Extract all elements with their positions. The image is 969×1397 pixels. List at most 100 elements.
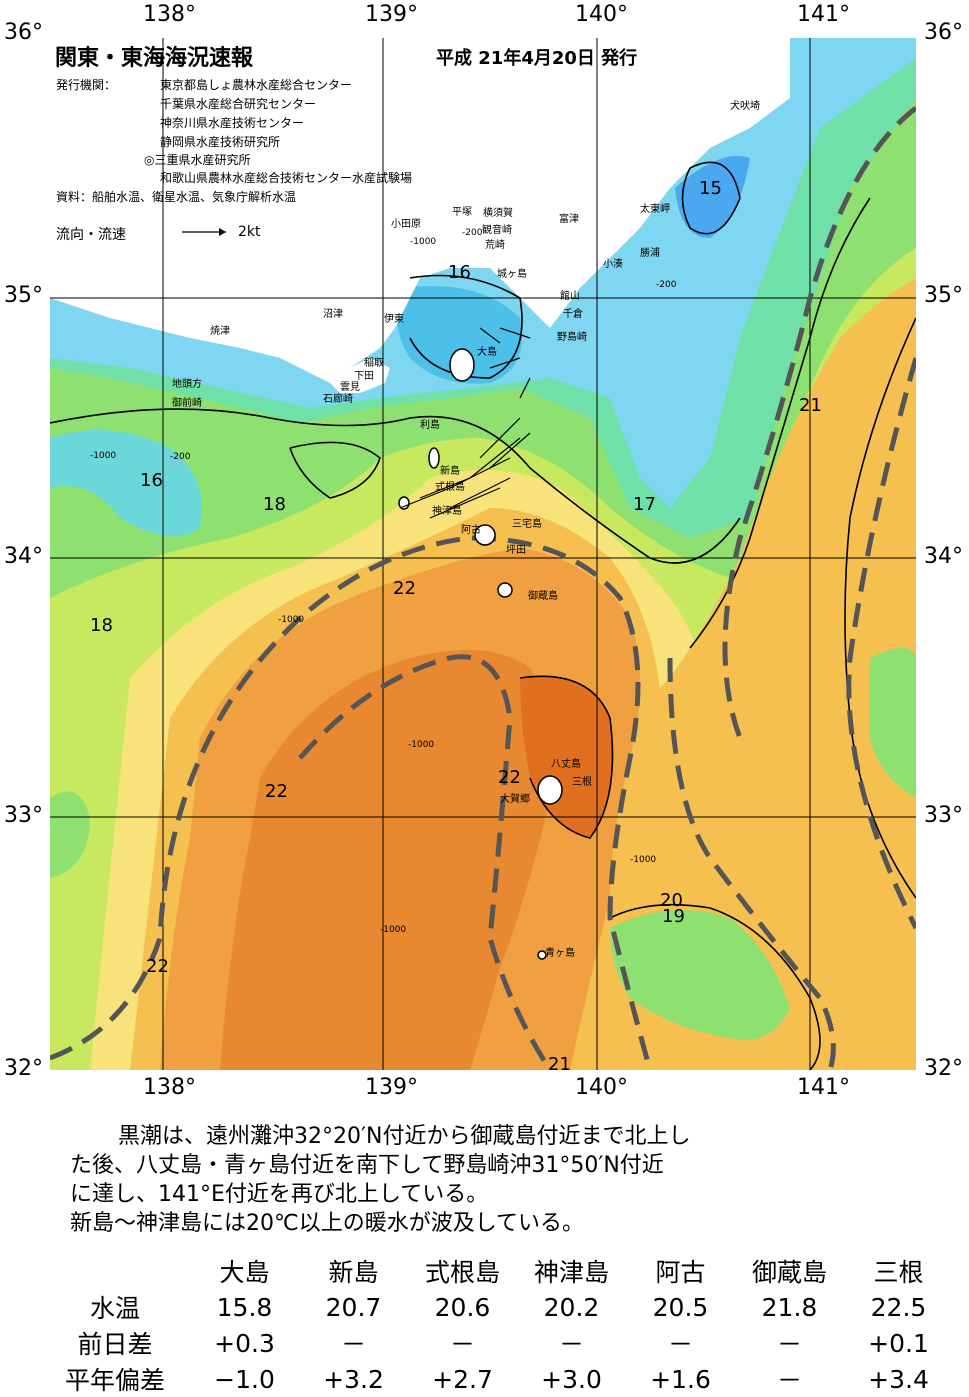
place-okago: 大賀郷 — [500, 794, 530, 805]
place-chikura: 千倉 — [563, 309, 583, 320]
place-taitomisaki: 太東岬 — [640, 204, 670, 215]
lon-label-141: 141° — [797, 2, 850, 27]
place-arasaki: 荒崎 — [485, 240, 505, 251]
zone-15 — [675, 156, 750, 238]
iso-label-16a: 16 — [448, 262, 471, 283]
station-header: 神津島 — [533, 1258, 609, 1287]
place-yokosuka: 横須賀 — [483, 208, 513, 219]
depth-label: -1000 — [630, 855, 657, 865]
lat-label-33: 33° — [4, 803, 43, 828]
table-cell: +3.0 — [541, 1364, 602, 1394]
place-jogashima: 城ヶ島 — [497, 269, 527, 280]
issuer-4: ◎三重県水産研究所 — [144, 153, 251, 167]
place-kominato: 小湊 — [603, 259, 623, 270]
depth-label: -200 — [462, 228, 483, 238]
table-cell: － — [340, 1330, 366, 1359]
lat-label-34: 34° — [4, 544, 43, 569]
issuer-3: 静岡県水産技術研究所 — [160, 135, 281, 149]
place-irozaki: 石廊崎 — [323, 394, 353, 405]
place-hiratsuka: 平塚 — [452, 207, 472, 218]
iso-label-21a: 21 — [799, 395, 822, 416]
kuroshio-axis — [50, 106, 916, 1070]
place-kannonzaki: 観音崎 — [482, 225, 512, 236]
iso-label-17: 17 — [633, 494, 656, 515]
lon-label-138: 138° — [143, 2, 196, 27]
table-cell: － — [558, 1330, 584, 1359]
issuer-5: 和歌山県農林水産総合技術センター水産試験場 — [160, 171, 413, 185]
table-cell: － — [449, 1330, 475, 1359]
lat-label-34-right: 34° — [924, 544, 963, 569]
place-niijima: 新島 — [440, 466, 460, 477]
depth-label: -1000 — [380, 925, 407, 935]
table-cell: +2.7 — [432, 1364, 493, 1394]
iso-label-20: 20 — [660, 890, 683, 911]
zone-18-southwest — [50, 791, 90, 878]
data-sources: 資料：船舶水温、衛星水温、気象庁解析水温 — [56, 190, 297, 204]
table-cell: － — [776, 1366, 802, 1395]
issuer-2: 神奈川県水産技術センター — [160, 116, 305, 130]
table-cell: － — [776, 1330, 802, 1359]
table-cell: −1.0 — [214, 1364, 275, 1394]
place-katsuura: 勝浦 — [640, 248, 660, 259]
lat-label-36: 36° — [4, 20, 43, 45]
land-izu — [330, 358, 390, 393]
temperature-field-svg — [50, 38, 916, 1070]
depth-label: -1000 — [408, 740, 435, 750]
table-cell: － — [667, 1330, 693, 1359]
lon-label-139-bottom: 139° — [365, 1075, 418, 1100]
iso-label-18a: 18 — [263, 494, 286, 515]
table-cell: 20.6 — [434, 1292, 491, 1322]
place-omaezaki: 御前崎 — [172, 398, 202, 409]
issue-date: 平成 21年4月20日 発行 — [436, 48, 638, 69]
station-header: 大島 — [219, 1258, 270, 1287]
station-header: 阿古 — [655, 1258, 706, 1287]
place-miyakejima: 三宅島 — [512, 519, 542, 530]
lat-label-33-right: 33° — [924, 803, 963, 828]
place-toshima: 利島 — [420, 420, 440, 431]
lat-label-36-right: 36° — [924, 20, 963, 45]
description-line: 新島～神津島には20℃以上の暖水が波及している。 — [70, 1211, 585, 1236]
place-shikinejima: 式根島 — [435, 482, 465, 493]
place-mikurajima: 御蔵島 — [528, 591, 558, 602]
depth-label: -1000 — [278, 615, 305, 625]
iso-label-18b: 18 — [90, 615, 113, 636]
iso-label-22d: 22 — [146, 956, 169, 977]
place-hachijojima: 八丈島 — [551, 759, 581, 770]
lat-label-35-right: 35° — [924, 283, 963, 308]
iso-label-22b: 22 — [265, 781, 288, 802]
legend-arrow-icon — [182, 228, 226, 236]
place-mitsune: 三根 — [572, 777, 592, 788]
description-line: た後、八丈島・青ヶ島付近を南下して野島崎沖31°50′N付近 — [70, 1153, 664, 1178]
place-ako: 阿古 — [461, 525, 481, 536]
islands — [398, 348, 563, 960]
map-title: 関東・東海海況速報 — [55, 46, 254, 71]
isotherms — [50, 161, 916, 1070]
station-header: 三根 — [873, 1258, 924, 1287]
table-cell: 15.8 — [216, 1292, 273, 1322]
lon-label-138-bottom: 138° — [143, 1075, 196, 1100]
table-cell: +0.3 — [214, 1328, 275, 1358]
depth-label: -1000 — [90, 451, 117, 461]
table-cell: 20.2 — [543, 1292, 600, 1322]
place-kozushima: 神津島 — [432, 506, 462, 517]
place-nojimazaki: 野島崎 — [557, 332, 587, 343]
place-tsubota: 坪田 — [506, 545, 526, 556]
place-jitogata: 地頭方 — [172, 379, 202, 390]
place-numazu: 沼津 — [323, 309, 343, 320]
table-row: 平年偏差 −1.0 +3.2 +2.7 +3.0 +1.6 － +3.4 — [40, 1361, 953, 1397]
description-line: 黒潮は、遠州灘沖32°20′N付近から御蔵島付近まで北上し — [118, 1124, 691, 1149]
lat-label-35: 35° — [4, 283, 43, 308]
lat-label-32: 32° — [4, 1056, 43, 1081]
iso-label-16b: 16 — [140, 470, 163, 491]
station-stats-table: 大島 新島 式根島 神津島 阿古 御蔵島 三根 水温 15.8 20.7 20.… — [40, 1253, 953, 1397]
legend-speed: 2kt — [238, 224, 261, 240]
iso-label-21b: 21 — [548, 1054, 571, 1075]
place-kumomi: 雲見 — [340, 382, 360, 393]
issuer-label: 発行機関： — [56, 78, 117, 92]
place-ito: 伊東 — [384, 314, 404, 325]
table-cell: 20.7 — [325, 1292, 382, 1322]
row-label: 前日差 — [77, 1330, 153, 1359]
situation-description: 黒潮は、遠州灘沖32°20′N付近から御蔵島付近まで北上し た後、八丈島・青ヶ島… — [70, 1122, 930, 1238]
iso-label-22a: 22 — [393, 578, 416, 599]
table-header-row: 大島 新島 式根島 神津島 阿古 御蔵島 三根 — [40, 1253, 953, 1289]
